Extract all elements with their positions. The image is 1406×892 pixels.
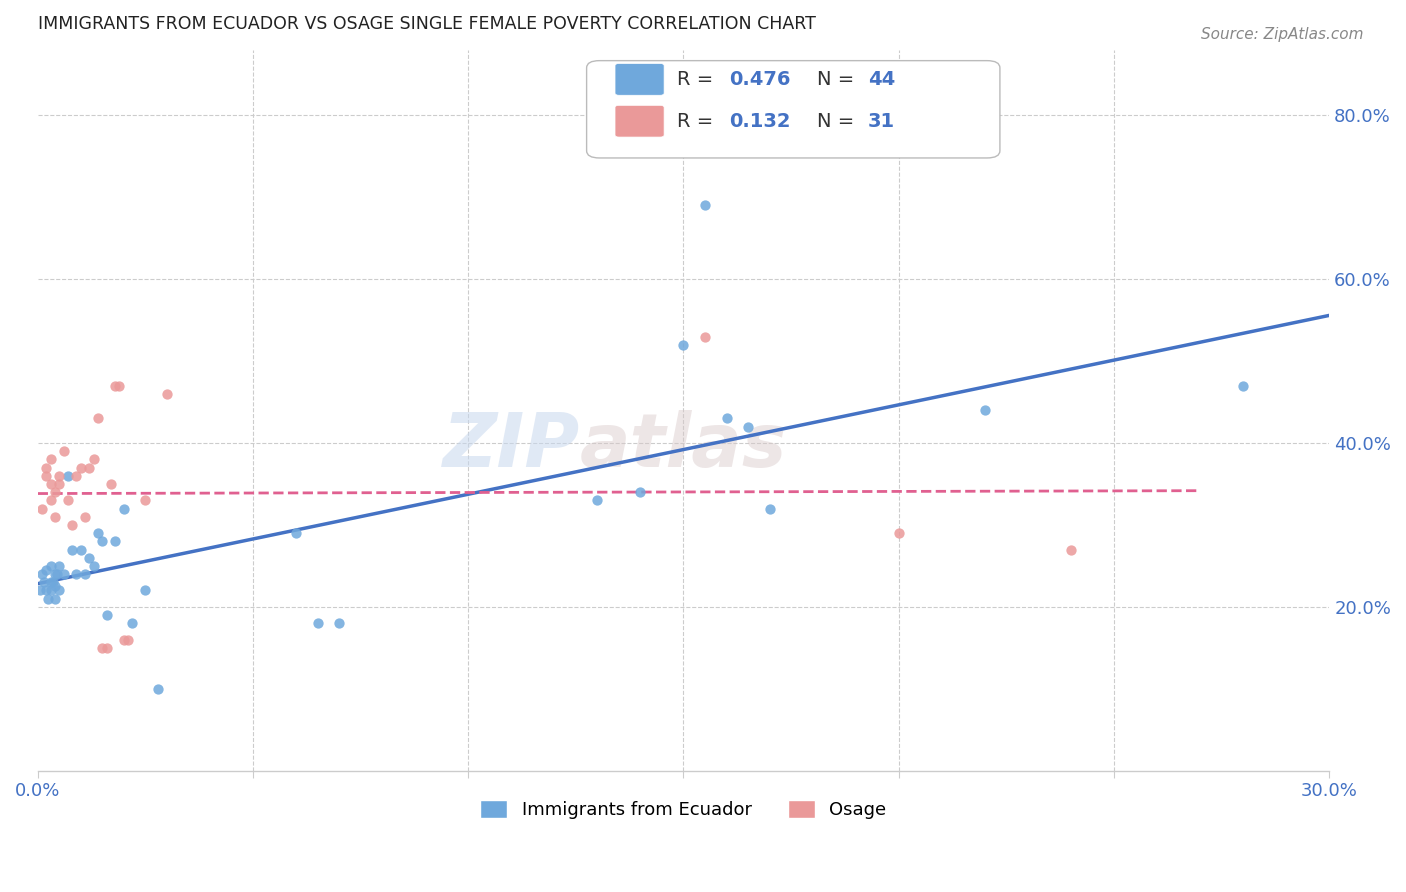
Point bbox=[887, 526, 910, 541]
Point bbox=[31, 567, 53, 582]
Point bbox=[693, 329, 716, 343]
Point bbox=[87, 411, 110, 425]
Point bbox=[973, 403, 995, 417]
Point bbox=[91, 640, 114, 655]
Point bbox=[39, 558, 62, 573]
Point bbox=[96, 608, 118, 623]
Legend: Immigrants from Ecuador, Osage: Immigrants from Ecuador, Osage bbox=[472, 793, 894, 827]
Text: R =: R = bbox=[678, 70, 720, 89]
Point bbox=[35, 583, 58, 598]
Point bbox=[148, 681, 170, 696]
Point bbox=[91, 534, 114, 549]
Point bbox=[100, 477, 122, 491]
Point bbox=[586, 493, 609, 508]
Point bbox=[79, 460, 101, 475]
Point bbox=[1060, 542, 1083, 557]
Point bbox=[39, 452, 62, 467]
Point bbox=[104, 534, 127, 549]
Point bbox=[39, 493, 62, 508]
Point bbox=[44, 579, 66, 593]
Point bbox=[1232, 378, 1254, 392]
Point bbox=[716, 411, 738, 425]
Point bbox=[35, 468, 58, 483]
Text: N =: N = bbox=[817, 112, 860, 131]
Point bbox=[83, 452, 105, 467]
Point bbox=[69, 460, 91, 475]
Point bbox=[44, 591, 66, 606]
Point bbox=[31, 501, 53, 516]
Point bbox=[156, 387, 179, 401]
Point bbox=[44, 509, 66, 524]
FancyBboxPatch shape bbox=[614, 63, 664, 95]
Point bbox=[672, 337, 695, 351]
Point bbox=[69, 542, 91, 557]
Point bbox=[87, 526, 110, 541]
Point bbox=[56, 493, 79, 508]
Point bbox=[121, 616, 143, 631]
Point bbox=[39, 477, 62, 491]
Point bbox=[65, 468, 87, 483]
Point bbox=[328, 616, 350, 631]
Point bbox=[104, 378, 127, 392]
Point bbox=[48, 477, 70, 491]
Text: 0.476: 0.476 bbox=[728, 70, 790, 89]
Point bbox=[96, 640, 118, 655]
Point bbox=[134, 493, 156, 508]
Point bbox=[285, 526, 308, 541]
Point bbox=[83, 558, 105, 573]
Point bbox=[52, 444, 75, 458]
Point bbox=[44, 567, 66, 582]
Point bbox=[35, 563, 58, 577]
Point bbox=[112, 501, 135, 516]
Point bbox=[44, 485, 66, 500]
Text: ZIP: ZIP bbox=[443, 409, 581, 483]
Text: IMMIGRANTS FROM ECUADOR VS OSAGE SINGLE FEMALE POVERTY CORRELATION CHART: IMMIGRANTS FROM ECUADOR VS OSAGE SINGLE … bbox=[38, 15, 815, 33]
Point bbox=[60, 542, 83, 557]
Point bbox=[79, 550, 101, 565]
Text: N =: N = bbox=[817, 70, 860, 89]
Point bbox=[60, 518, 83, 533]
Point bbox=[737, 419, 759, 434]
Point bbox=[73, 509, 96, 524]
Point bbox=[693, 198, 716, 212]
Point bbox=[39, 583, 62, 598]
Point bbox=[307, 616, 329, 631]
Point bbox=[108, 378, 131, 392]
Point bbox=[32, 575, 55, 590]
Point bbox=[35, 460, 58, 475]
Point bbox=[112, 632, 135, 647]
Text: 0.132: 0.132 bbox=[728, 112, 790, 131]
Point bbox=[28, 583, 51, 598]
Point bbox=[65, 567, 87, 582]
Point bbox=[39, 575, 62, 590]
Point bbox=[628, 485, 651, 500]
Point bbox=[117, 632, 139, 647]
Point bbox=[134, 583, 156, 598]
Point bbox=[48, 558, 70, 573]
Text: atlas: atlas bbox=[581, 409, 787, 483]
Point bbox=[48, 583, 70, 598]
Point bbox=[73, 567, 96, 582]
Point bbox=[758, 501, 780, 516]
Point bbox=[37, 591, 59, 606]
FancyBboxPatch shape bbox=[586, 61, 1000, 158]
Point bbox=[46, 567, 69, 582]
Point bbox=[56, 468, 79, 483]
FancyBboxPatch shape bbox=[614, 105, 664, 137]
Text: Source: ZipAtlas.com: Source: ZipAtlas.com bbox=[1201, 27, 1364, 42]
Text: R =: R = bbox=[678, 112, 720, 131]
Text: 31: 31 bbox=[868, 112, 896, 131]
Point bbox=[48, 468, 70, 483]
Text: 44: 44 bbox=[868, 70, 896, 89]
Point bbox=[42, 575, 65, 590]
Point bbox=[52, 567, 75, 582]
